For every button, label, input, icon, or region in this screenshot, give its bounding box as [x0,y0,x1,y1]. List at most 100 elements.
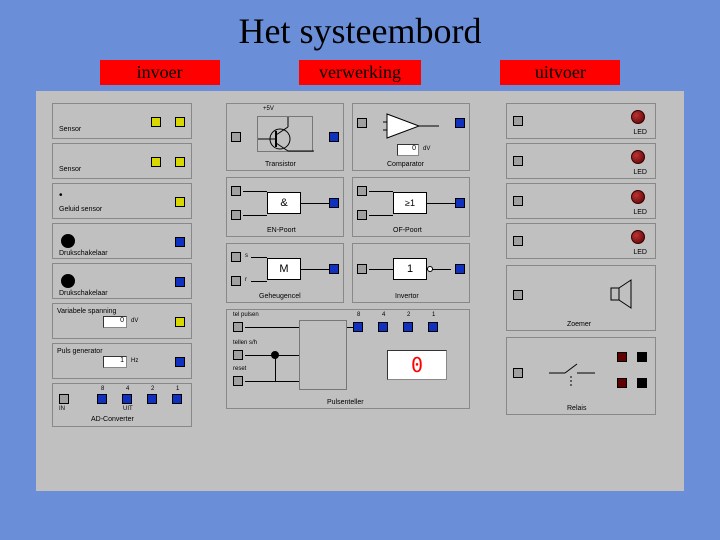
push-button[interactable] [61,274,75,288]
connector[interactable] [513,290,523,300]
bit2b: 2 [407,312,410,318]
inverter-bubble [427,266,433,272]
connector[interactable] [151,117,161,127]
system-board: Sensor Sensor • Geluid sensor Drukschake… [36,91,684,491]
symbol-box [257,116,313,152]
and-gate-icon: & [267,192,301,214]
bit8: 8 [101,386,104,392]
label-tellenaan: tellen s/h [233,340,257,346]
connector[interactable] [357,264,367,274]
module-ad: 8 4 2 1 IN UIT AD-Converter [52,383,192,427]
connector[interactable] [329,198,339,208]
connector[interactable] [329,132,339,142]
module-sensor2: Sensor [52,143,192,179]
connector[interactable] [357,210,367,220]
connector[interactable] [175,317,185,327]
module-druk2: Drukschakelaar [52,263,192,299]
connector[interactable] [513,156,523,166]
led-indicator [631,150,645,164]
module-geheugen: s r M Geheugencel [226,243,344,303]
connector[interactable] [513,196,523,206]
label-transistor: Transistor [265,161,296,168]
label-druk2: Drukschakelaar [59,290,108,297]
mic-icon: • [59,190,63,201]
connector-reset[interactable] [231,276,241,286]
connector[interactable] [97,394,107,404]
memory-icon: M [267,258,301,280]
connector[interactable] [231,132,241,142]
module-sensor1: Sensor [52,103,192,139]
connector[interactable] [233,376,243,386]
node-icon [271,351,279,359]
label-ofpoort: OF-Poort [393,227,422,234]
input-varspanning[interactable]: 0 [103,316,127,328]
connector-in[interactable] [59,394,69,404]
connector[interactable] [147,394,157,404]
unit-dv: dV [131,318,138,324]
bit4: 4 [126,386,129,392]
label-led: LED [633,209,647,216]
module-ofpoort: ≥1 OF-Poort [352,177,470,237]
header-invoer: invoer [100,60,220,85]
header-verwerking: verwerking [299,60,421,85]
comparator-icon [383,112,439,140]
input-comparator[interactable]: 0 [397,144,419,156]
bit1b: 1 [432,312,435,318]
connector[interactable] [175,277,185,287]
connector[interactable] [513,116,523,126]
module-led2: LED [506,143,656,179]
module-enpoort: & EN-Poort [226,177,344,237]
connector[interactable] [403,322,413,332]
module-varspanning: Variabele spanning 0 dV [52,303,192,339]
label-varspanning: Variabele spanning [57,308,116,315]
connector[interactable] [513,368,523,378]
connector[interactable] [233,350,243,360]
push-button[interactable] [61,234,75,248]
relay-out[interactable] [637,352,647,362]
counter-display: 0 [387,350,447,380]
unit-dv2: dV [423,146,430,152]
connector-set[interactable] [231,252,241,262]
connector[interactable] [455,264,465,274]
label-reset: reset [233,366,246,372]
label-invertor: Invertor [395,293,419,300]
connector[interactable] [357,118,367,128]
label-5v: +5V [263,106,274,112]
label-ad: AD-Converter [91,416,134,423]
label-led: LED [633,129,647,136]
relay-out[interactable] [617,378,627,388]
connector[interactable] [175,237,185,247]
module-zoemer: Zoemer [506,265,656,331]
speaker-icon [605,274,645,314]
connector[interactable] [357,186,367,196]
connector[interactable] [151,157,161,167]
connector[interactable] [378,322,388,332]
connector[interactable] [455,118,465,128]
connector[interactable] [233,322,243,332]
label-zoemer: Zoemer [567,321,591,328]
relay-out[interactable] [617,352,627,362]
or-gate-icon: ≥1 [393,192,427,214]
led-indicator [631,190,645,204]
connector[interactable] [353,322,363,332]
bit1: 1 [176,386,179,392]
not-gate-icon: 1 [393,258,427,280]
connector[interactable] [122,394,132,404]
connector[interactable] [175,117,185,127]
bit2: 2 [151,386,154,392]
input-puls[interactable]: 1 [103,356,127,368]
connector[interactable] [329,264,339,274]
connector[interactable] [172,394,182,404]
relay-out[interactable] [637,378,647,388]
module-led1: LED [506,103,656,139]
label-sensor2: Sensor [59,166,81,173]
connector[interactable] [428,322,438,332]
page-title: Het systeembord [0,0,720,60]
connector[interactable] [175,197,185,207]
connector[interactable] [455,198,465,208]
connector[interactable] [175,357,185,367]
connector[interactable] [231,186,241,196]
connector[interactable] [231,210,241,220]
connector[interactable] [175,157,185,167]
connector[interactable] [513,236,523,246]
